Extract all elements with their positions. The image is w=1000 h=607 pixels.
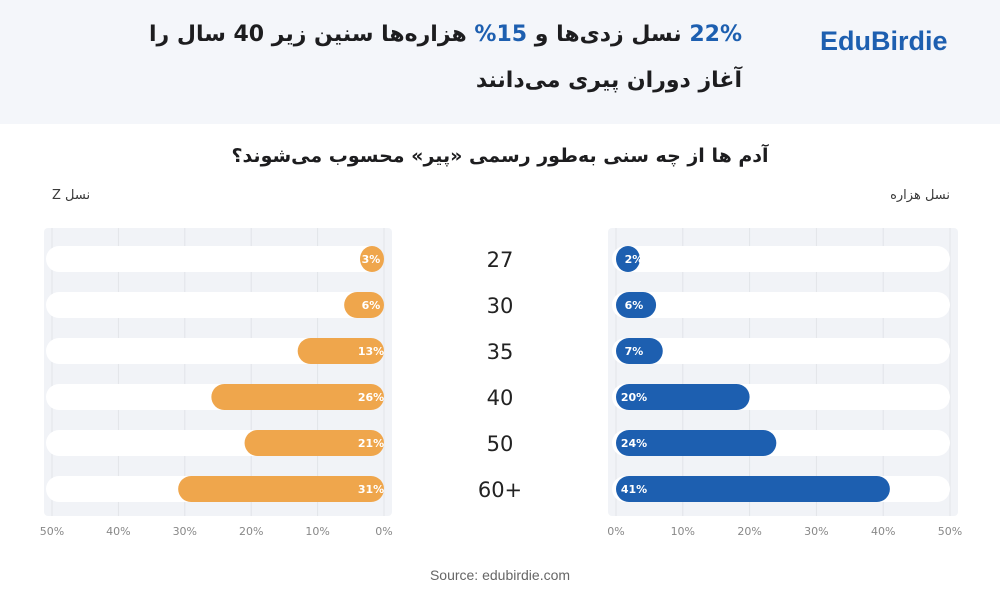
data-label-millennials: 20% <box>621 391 647 404</box>
data-label-gen-z: 26% <box>358 391 384 404</box>
tick-label-millennials: 40% <box>871 525 895 538</box>
bar-millennials <box>616 338 663 364</box>
headline-text-2: هزاره‌ها سنین زیر 40 سال را <box>148 22 475 47</box>
category-label: 60+ <box>478 478 522 502</box>
category-label: 50 <box>487 432 514 456</box>
header-banner: 22% نسل زدی‌ها و 15% هزاره‌ها سنین زیر 4… <box>0 0 1000 124</box>
tick-label-gen-z: 10% <box>305 525 329 538</box>
bar-track-gen-z <box>46 292 384 318</box>
tick-label-millennials: 50% <box>938 525 962 538</box>
data-label-millennials: 7% <box>625 345 644 358</box>
chart-title: آدم ها از چه سنی به‌طور رسمی «پیر» محسوب… <box>231 145 769 167</box>
tick-label-gen-z: 20% <box>239 525 263 538</box>
source-note: Source: edubirdie.com <box>429 567 571 583</box>
tick-label-gen-z: 0% <box>375 525 392 538</box>
bar-millennials <box>616 246 640 272</box>
tick-label-millennials: 10% <box>671 525 695 538</box>
data-label-millennials: 6% <box>625 299 644 312</box>
headline-stat-millennials: 15% <box>474 22 528 47</box>
bar-gen-z <box>244 430 384 456</box>
bar-millennials <box>616 292 657 318</box>
data-label-gen-z: 21% <box>358 437 384 450</box>
headline-line-1: 22% نسل زدی‌ها و 15% هزاره‌ها سنین زیر 4… <box>122 12 742 58</box>
data-label-gen-z: 3% <box>362 253 381 266</box>
brand-logo: EduBirdie <box>820 26 948 56</box>
bar-millennials <box>616 384 750 410</box>
category-label: 30 <box>487 294 514 318</box>
category-label: 27 <box>487 248 514 272</box>
headline-text-1: نسل زدی‌ها و <box>527 22 690 47</box>
data-label-gen-z: 31% <box>358 483 384 496</box>
bar-gen-z <box>360 246 384 272</box>
category-label: 40 <box>487 386 514 410</box>
tick-label-gen-z: 30% <box>173 525 197 538</box>
bar-track-millennials <box>612 338 950 364</box>
bar-gen-z <box>297 338 384 364</box>
bar-gen-z <box>178 476 384 502</box>
category-label: 35 <box>487 340 514 364</box>
bar-track-gen-z <box>46 246 384 272</box>
data-label-millennials: 41% <box>621 483 647 496</box>
headline: 22% نسل زدی‌ها و 15% هزاره‌ها سنین زیر 4… <box>122 12 742 104</box>
bar-track-millennials <box>612 292 950 318</box>
tick-label-millennials: 0% <box>607 525 624 538</box>
bar-gen-z <box>344 292 384 318</box>
tick-label-gen-z: 50% <box>40 525 64 538</box>
data-label-millennials: 2% <box>625 253 644 266</box>
headline-stat-genz: 22% <box>689 22 742 47</box>
series-label-gen-z: نسل Z <box>52 188 91 203</box>
data-label-gen-z: 13% <box>358 345 384 358</box>
bar-track-millennials <box>612 246 950 272</box>
tick-label-millennials: 30% <box>804 525 828 538</box>
bar-gen-z <box>211 384 384 410</box>
tick-label-millennials: 20% <box>737 525 761 538</box>
series-label-millennials: نسل هزاره <box>890 188 950 203</box>
data-label-gen-z: 6% <box>362 299 381 312</box>
bar-millennials <box>616 476 890 502</box>
bar-millennials <box>616 430 777 456</box>
data-label-millennials: 24% <box>621 437 647 450</box>
tick-label-gen-z: 40% <box>106 525 130 538</box>
headline-line-2: آغاز دوران پیری می‌دانند <box>475 68 742 93</box>
